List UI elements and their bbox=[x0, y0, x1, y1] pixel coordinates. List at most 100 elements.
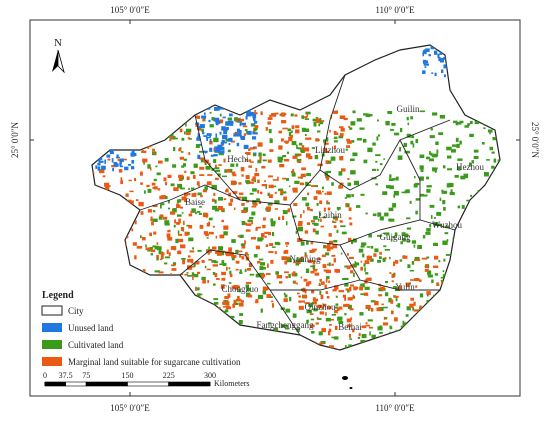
land-patch bbox=[383, 158, 385, 160]
land-patch bbox=[323, 139, 326, 143]
land-patch bbox=[292, 168, 295, 174]
land-patch bbox=[133, 177, 137, 182]
scale-label: 0 bbox=[43, 371, 47, 380]
land-patch bbox=[311, 147, 315, 149]
land-patch bbox=[348, 344, 352, 349]
land-patch bbox=[120, 177, 123, 182]
land-patch bbox=[102, 175, 106, 178]
land-patch bbox=[332, 220, 335, 223]
land-patch bbox=[221, 143, 224, 147]
land-patch bbox=[152, 245, 157, 248]
land-patch bbox=[219, 146, 225, 151]
land-patch bbox=[197, 192, 202, 196]
land-patch bbox=[157, 160, 163, 164]
land-patch bbox=[178, 199, 182, 203]
land-patch bbox=[217, 144, 223, 149]
land-patch bbox=[314, 272, 320, 276]
land-patch bbox=[183, 131, 186, 135]
land-patch bbox=[280, 138, 284, 142]
land-patch bbox=[374, 300, 379, 306]
land-patch bbox=[279, 163, 285, 168]
land-patch bbox=[223, 300, 229, 302]
land-patch bbox=[193, 263, 196, 267]
land-patch bbox=[268, 322, 272, 325]
land-patch bbox=[457, 158, 463, 161]
land-patch bbox=[185, 128, 192, 133]
land-patch bbox=[181, 212, 184, 214]
land-patch bbox=[342, 278, 345, 280]
land-patch bbox=[312, 118, 317, 122]
land-patch bbox=[295, 129, 300, 134]
land-patch bbox=[154, 245, 159, 250]
land-patch bbox=[393, 295, 399, 298]
land-patch bbox=[434, 169, 437, 173]
land-patch bbox=[353, 180, 360, 186]
scale-segment bbox=[44, 381, 66, 387]
land-patch bbox=[327, 306, 332, 310]
land-patch bbox=[370, 307, 374, 312]
land-patch bbox=[335, 217, 338, 221]
land-patch bbox=[249, 216, 254, 220]
land-patch bbox=[262, 224, 266, 229]
land-patch bbox=[261, 183, 268, 187]
land-patch bbox=[172, 262, 177, 266]
land-patch bbox=[347, 182, 352, 187]
land-patch bbox=[456, 121, 462, 125]
land-patch bbox=[430, 45, 435, 50]
land-patch bbox=[335, 110, 338, 113]
land-patch bbox=[196, 293, 201, 298]
land-patch bbox=[304, 302, 310, 304]
land-patch bbox=[240, 167, 245, 172]
land-patch bbox=[176, 221, 181, 225]
land-patch bbox=[482, 141, 485, 145]
land-patch bbox=[296, 282, 298, 285]
land-patch bbox=[446, 183, 451, 188]
land-patch bbox=[319, 117, 322, 123]
land-patch bbox=[323, 216, 326, 219]
land-patch bbox=[301, 127, 306, 132]
land-patch bbox=[167, 237, 173, 241]
land-patch bbox=[392, 286, 397, 288]
land-patch bbox=[141, 236, 146, 241]
land-patch bbox=[426, 228, 431, 232]
land-patch bbox=[401, 191, 407, 194]
land-patch bbox=[309, 137, 312, 140]
land-patch bbox=[368, 326, 374, 329]
land-patch bbox=[347, 253, 349, 256]
land-patch bbox=[274, 251, 277, 255]
land-patch bbox=[410, 140, 414, 145]
legend-label: Cultivated land bbox=[68, 340, 124, 350]
land-patch bbox=[283, 292, 286, 296]
land-patch bbox=[313, 308, 318, 312]
boundary bbox=[270, 279, 361, 291]
land-patch bbox=[346, 203, 350, 208]
land-patch bbox=[304, 230, 309, 234]
land-patch bbox=[158, 249, 162, 252]
land-patch bbox=[238, 320, 242, 325]
land-patch bbox=[199, 124, 205, 129]
land-patch bbox=[303, 278, 308, 282]
land-patch bbox=[285, 221, 288, 226]
land-patch bbox=[232, 303, 236, 308]
land-patch bbox=[252, 176, 256, 181]
land-patch bbox=[115, 163, 119, 167]
land-patch bbox=[423, 63, 430, 66]
land-patch bbox=[446, 155, 452, 159]
land-patch bbox=[336, 229, 339, 233]
land-patch bbox=[205, 215, 208, 218]
land-patch bbox=[228, 120, 234, 125]
land-patch bbox=[311, 301, 314, 305]
land-patch bbox=[230, 198, 234, 203]
land-patch bbox=[247, 109, 251, 113]
land-patch bbox=[216, 251, 222, 256]
land-patch bbox=[346, 318, 352, 323]
land-patch bbox=[347, 304, 352, 309]
land-patch bbox=[446, 146, 452, 151]
land-patch bbox=[213, 154, 218, 157]
land-patch bbox=[407, 122, 410, 126]
land-patch bbox=[390, 239, 393, 242]
land-patch bbox=[255, 273, 261, 278]
land-patch bbox=[338, 135, 344, 139]
land-patch bbox=[303, 210, 305, 214]
land-patch bbox=[363, 138, 367, 143]
